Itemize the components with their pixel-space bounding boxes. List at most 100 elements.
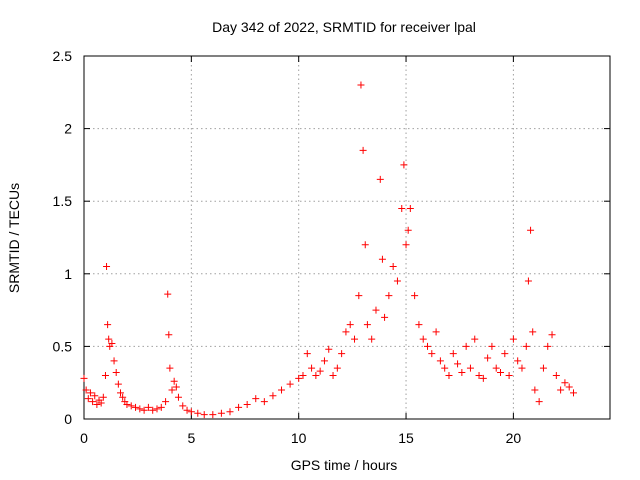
x-tick-label: 15 [398,430,414,446]
data-point [217,409,225,417]
data-point [406,204,414,212]
data-point [308,364,316,372]
data-point [235,403,243,411]
y-tick-label: 0.5 [53,338,73,354]
data-point [312,371,320,379]
x-tick-label: 20 [506,430,522,446]
data-point [269,392,277,400]
y-tick-label: 2.5 [53,48,73,64]
data-point [393,277,401,285]
points-layer [80,81,578,419]
data-point [565,383,573,391]
data-point [278,386,286,394]
ticks-layer: 0 0.5 1 1.5 2 2.5 0 5 10 15 20 [53,48,610,446]
data-point [454,360,462,368]
x-tick-label: 0 [80,430,88,446]
data-point [93,400,101,408]
data-point [424,342,432,350]
data-point [286,380,294,388]
data-point [368,335,376,343]
plot-frame [83,55,611,420]
data-point [200,411,208,419]
y-tick-label: 2 [64,121,72,137]
data-point [164,290,172,298]
data-point [342,328,350,336]
data-point [333,364,341,372]
data-point [183,406,191,414]
data-point [466,364,474,372]
data-point [162,398,170,406]
data-point [432,328,440,336]
data-point [144,403,152,411]
data-point [320,357,328,365]
data-point [104,321,112,329]
x-axis-label: GPS time / hours [291,457,398,473]
data-point [544,342,552,350]
data-point [428,350,436,358]
data-point [471,335,479,343]
data-point [376,175,384,183]
data-point [484,354,492,362]
data-point [497,369,505,377]
data-point [398,204,406,212]
data-point [389,263,397,271]
data-point [501,350,509,358]
data-point [355,292,363,300]
y-tick-label: 1 [64,266,72,282]
data-point [179,402,187,410]
data-point [385,292,393,300]
data-point [140,406,148,414]
data-point [411,292,419,300]
data-point [114,380,122,388]
data-point [436,357,444,365]
data-point [462,342,470,350]
grid-layer [84,56,610,419]
data-point [303,350,311,358]
data-point [172,383,180,391]
data-point [153,405,161,413]
data-point [136,405,144,413]
y-axis-label: SRMTID / TECUs [6,183,22,293]
data-point [552,371,560,379]
data-point [329,371,337,379]
data-point [359,146,367,154]
data-point [458,369,466,377]
data-point [557,386,565,394]
data-point [101,371,109,379]
data-point [157,403,165,411]
data-point [548,331,556,339]
data-point [82,386,90,394]
data-point [361,241,369,249]
data-point [363,321,371,329]
data-point [252,395,260,403]
data-point [488,342,496,350]
data-point [381,313,389,321]
data-point [243,400,251,408]
data-point [492,364,500,372]
data-point [351,335,359,343]
y-tick-label: 1.5 [53,193,73,209]
data-point [404,226,412,234]
data-point [105,335,113,343]
data-point [561,379,569,387]
y-tick-label: 0 [64,411,72,427]
data-point [103,263,111,271]
data-point [445,371,453,379]
data-point [357,81,365,89]
data-point [108,339,116,347]
data-point [570,389,578,397]
data-point [295,374,303,382]
data-point [518,364,526,372]
data-point [84,395,92,403]
data-point [165,331,173,339]
data-point [226,408,234,416]
data-point [86,389,94,397]
data-point [194,409,202,417]
data-point [116,389,124,397]
data-point [209,411,217,419]
data-point [535,398,543,406]
data-point [127,402,135,410]
x-tick-label: 10 [291,430,307,446]
data-point [378,255,386,263]
